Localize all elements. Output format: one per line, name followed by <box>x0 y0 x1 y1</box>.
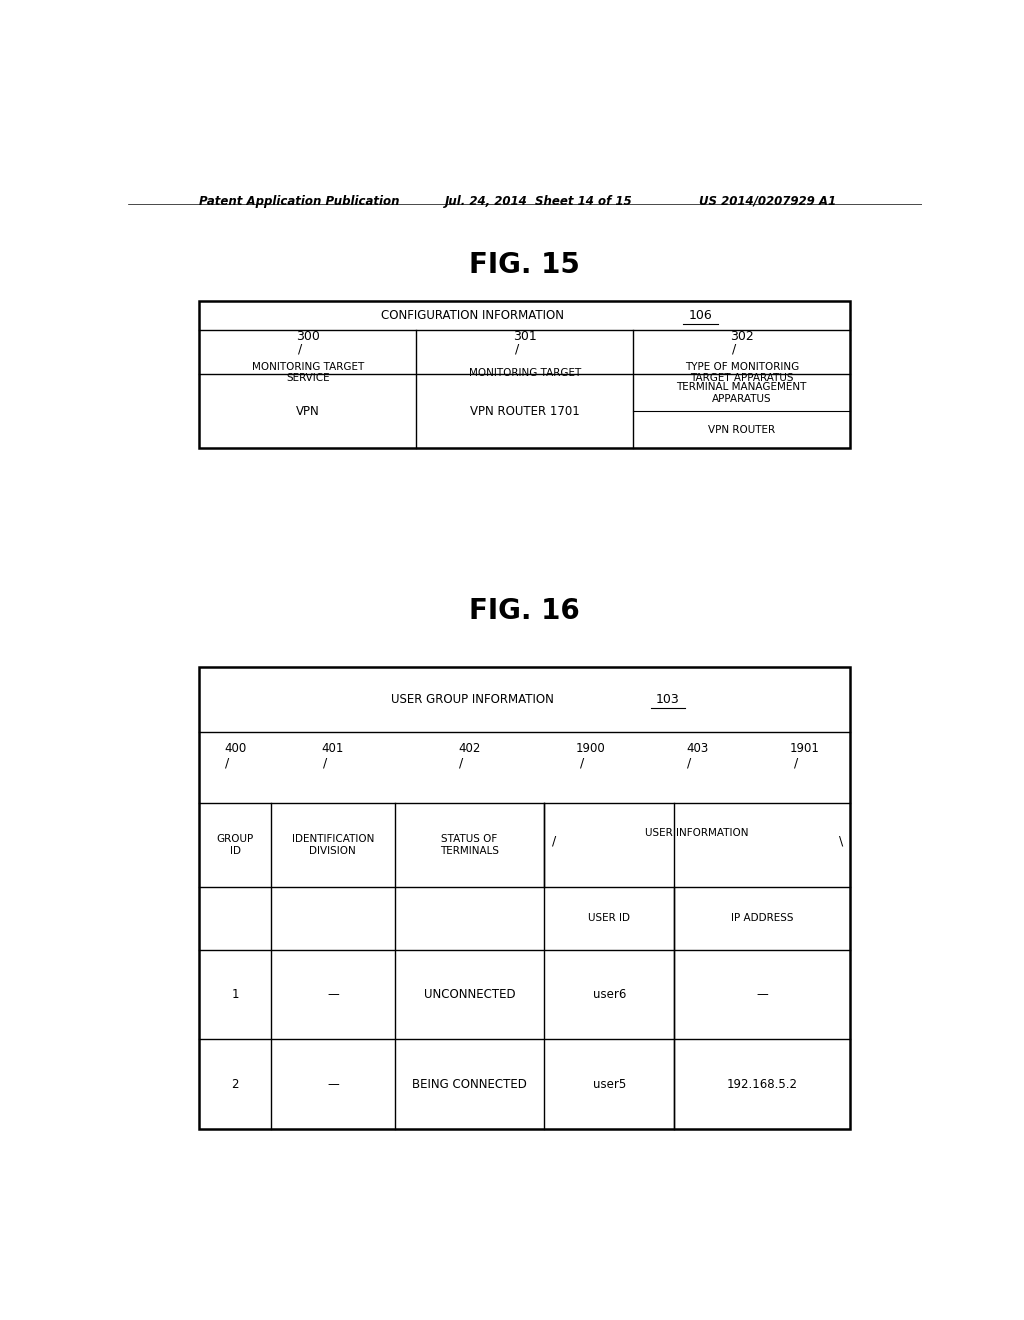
Text: VPN ROUTER 1701: VPN ROUTER 1701 <box>470 405 580 417</box>
Text: 103: 103 <box>656 693 680 706</box>
Text: 2: 2 <box>231 1077 239 1090</box>
Text: /: / <box>687 756 691 770</box>
Text: /: / <box>323 756 327 770</box>
Text: IDENTIFICATION
DIVISION: IDENTIFICATION DIVISION <box>292 834 374 855</box>
Text: IP ADDRESS: IP ADDRESS <box>731 913 794 923</box>
Text: TYPE OF MONITORING
TARGET APPARATUS: TYPE OF MONITORING TARGET APPARATUS <box>685 362 799 383</box>
Text: 1: 1 <box>231 987 239 1001</box>
Text: GROUP
ID: GROUP ID <box>217 834 254 855</box>
Text: BEING CONNECTED: BEING CONNECTED <box>412 1077 527 1090</box>
Text: Patent Application Publication: Patent Application Publication <box>200 195 400 209</box>
Text: USER INFORMATION: USER INFORMATION <box>645 828 749 838</box>
Text: 302: 302 <box>730 330 754 342</box>
Text: 1901: 1901 <box>790 742 819 755</box>
Text: CONFIGURATION INFORMATION: CONFIGURATION INFORMATION <box>381 309 564 322</box>
Text: VPN: VPN <box>296 405 319 417</box>
Text: USER GROUP INFORMATION: USER GROUP INFORMATION <box>391 693 554 706</box>
Text: \: \ <box>839 834 843 847</box>
Text: US 2014/0207929 A1: US 2014/0207929 A1 <box>699 195 837 209</box>
Text: STATUS OF
TERMINALS: STATUS OF TERMINALS <box>440 834 499 855</box>
Text: /: / <box>460 756 464 770</box>
Text: /: / <box>581 756 585 770</box>
Text: /: / <box>795 756 799 770</box>
Text: 1900: 1900 <box>575 742 605 755</box>
Text: UNCONNECTED: UNCONNECTED <box>424 987 515 1001</box>
Text: /: / <box>732 343 736 355</box>
Text: MONITORING TARGET: MONITORING TARGET <box>469 367 581 378</box>
Text: —: — <box>327 987 339 1001</box>
Text: 400: 400 <box>224 742 247 755</box>
Text: USER ID: USER ID <box>589 913 631 923</box>
Text: 300: 300 <box>296 330 319 342</box>
Text: /: / <box>298 343 302 355</box>
Text: 403: 403 <box>686 742 709 755</box>
Text: 301: 301 <box>513 330 537 342</box>
Text: Jul. 24, 2014  Sheet 14 of 15: Jul. 24, 2014 Sheet 14 of 15 <box>445 195 633 209</box>
Text: TERMINAL MANAGEMENT
APPARATUS: TERMINAL MANAGEMENT APPARATUS <box>677 381 807 404</box>
Text: user5: user5 <box>593 1077 626 1090</box>
Text: MONITORING TARGET
SERVICE: MONITORING TARGET SERVICE <box>252 362 364 383</box>
Bar <box>200 301 850 447</box>
Text: 401: 401 <box>322 742 344 755</box>
Text: FIG. 15: FIG. 15 <box>469 251 581 279</box>
Text: 106: 106 <box>688 309 713 322</box>
Text: user6: user6 <box>593 987 626 1001</box>
Text: 192.168.5.2: 192.168.5.2 <box>727 1077 798 1090</box>
Text: /: / <box>515 343 519 355</box>
Text: —: — <box>757 987 768 1001</box>
Text: 402: 402 <box>459 742 480 755</box>
Text: FIG. 16: FIG. 16 <box>469 597 581 624</box>
Text: —: — <box>327 1077 339 1090</box>
Text: /: / <box>552 834 556 847</box>
Bar <box>200 667 850 1129</box>
Text: VPN ROUTER: VPN ROUTER <box>709 425 775 434</box>
Text: /: / <box>225 756 229 770</box>
